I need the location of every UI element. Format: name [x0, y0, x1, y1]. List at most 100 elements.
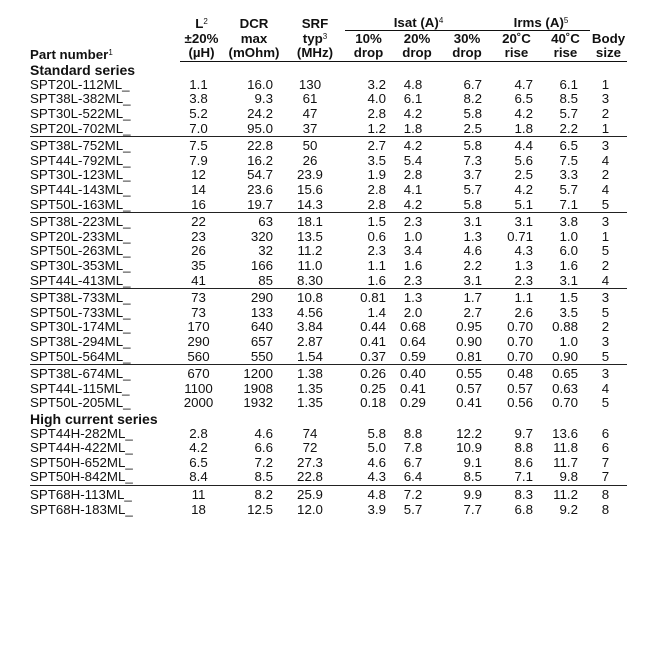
part-number-cell: SPT44L-413ML_ [30, 272, 131, 288]
inductance-cell: 41 [191, 272, 206, 288]
irms-40-cell: 11.2 [541, 484, 590, 503]
isat-30-cell: 6.7 [463, 76, 483, 92]
part-number-cell: SPT38L-223ML_ [30, 212, 180, 230]
isat-30-cell: 0.90 [456, 333, 482, 349]
irms-40-cell: 13.6 [552, 425, 578, 441]
irms-40-cell: 0.70 [552, 395, 578, 411]
isat-20-cell: 7.2 [392, 484, 442, 503]
table-row: SPT50H-652ML_ 6.5 7.2 27.3 4.6 6.7 9.1 8.6 11.7 7 [30, 454, 627, 471]
srf-cell: 37 [302, 120, 318, 136]
irms-40-cell: 11.7 [553, 454, 578, 470]
header-srf-typ: typ3 [302, 31, 328, 47]
isat-20-cell: 8.8 [403, 425, 423, 441]
dcr-cell: 16.2 [247, 152, 273, 168]
part-number-cell: SPT38L-733ML_ [30, 288, 180, 306]
isat-20-cell: 7.8 [403, 440, 423, 456]
dcr-cell: 640 [250, 319, 273, 335]
part-number-cell: SPT44H-422ML_ [30, 440, 133, 456]
isat-30-cell: 10.9 [456, 440, 482, 456]
isat-20-cell: 2.3 [403, 272, 423, 288]
isat-10-cell: 3.5 [367, 152, 387, 168]
inductance-cell: 670 [180, 364, 223, 382]
isat-20-cell: 1.3 [392, 288, 442, 306]
table-row: SPT30L-174ML_ 170 640 3.84 0.44 0.68 0.95 0.70 0… [30, 320, 627, 335]
irms-40-cell: 0.90 [552, 348, 578, 364]
irms-40-cell: 3.1 [559, 272, 579, 288]
header-l-tolerance: ±20% [184, 31, 219, 47]
isat-10-cell: 0.6 [367, 228, 387, 244]
isat-10-cell: 4.8 [345, 484, 392, 503]
srf-cell: 26 [302, 152, 318, 168]
table-row: SPT20L-233ML_ 23 320 13.5 0.6 1.0 1.3 0.71 1.0 1 [30, 228, 627, 245]
irms-40-cell: 6.0 [559, 243, 579, 259]
part-number-cell: SPT38L-294ML_ [30, 333, 131, 349]
inductor-spec-table: Part number1 L2 DCR SRF Isat (A)4 Irms (… [30, 14, 627, 517]
dcr-cell: 32 [258, 243, 273, 259]
header-row-3: (µH) (mOhm) (MHz) drop drop drop rise ri… [30, 45, 627, 63]
irms-20-cell: 0.71 [507, 228, 533, 244]
part-number-cell: SPT50L-263ML_ [30, 243, 131, 259]
isat-20-cell: 1.6 [403, 258, 423, 273]
dcr-cell: 85 [258, 272, 273, 288]
irms-40-cell: 0.65 [541, 364, 590, 382]
isat-10-cell: 5.0 [367, 440, 387, 456]
body-size-cell: 8 [590, 484, 627, 503]
srf-cell: 2.87 [297, 333, 323, 349]
isat-10-cell: 1.2 [367, 120, 387, 136]
dcr-cell: 9.3 [254, 91, 274, 107]
table-row: SPT44L-115ML_ 1100 1908 1.35 0.25 0.41 0.57 0.5… [30, 380, 627, 397]
inductance-cell: 18 [191, 501, 206, 517]
srf-cell: 14.3 [297, 196, 323, 212]
irms-20-cell: 1.1 [492, 288, 541, 306]
isat-20-cell: 6.1 [403, 91, 423, 107]
body-size-cell: 7 [601, 469, 610, 485]
dcr-cell: 16.0 [247, 76, 273, 92]
isat-10-cell: 1.4 [367, 304, 387, 320]
isat-20-cell: 0.29 [400, 395, 426, 411]
inductance-cell: 7.5 [180, 136, 223, 154]
irms-20-cell: 0.70 [507, 348, 533, 364]
inductance-cell: 7.0 [189, 120, 208, 136]
srf-cell: 8.30 [297, 272, 323, 288]
isat-10-cell: 0.26 [345, 364, 392, 382]
inductance-cell: 11 [180, 484, 223, 503]
srf-cell: 47 [302, 106, 318, 122]
isat-10-cell: 1.5 [345, 212, 392, 230]
isat-30-cell: 9.9 [442, 484, 492, 503]
header-isat-20-drop: drop [392, 45, 442, 63]
isat-20-cell: 5.7 [403, 501, 423, 517]
irms-40-cell: 6.1 [559, 76, 579, 92]
srf-cell: 130 [298, 76, 322, 92]
section-header: Standard series [30, 62, 627, 78]
srf-cell: 27.3 [297, 454, 323, 470]
header-row-2: ±20% max typ3 10% 20% 30% 20˚C 40˚C Body [30, 30, 627, 46]
header-body-size: size [590, 45, 627, 63]
dcr-cell: 63 [223, 212, 285, 230]
part-number-cell: SPT30L-174ML_ [30, 319, 131, 335]
dcr-cell: 54.7 [247, 167, 273, 183]
isat-20-cell: 4.2 [403, 196, 423, 212]
irms-20-cell: 2.6 [514, 304, 534, 320]
isat-30-cell: 2.2 [463, 258, 483, 273]
isat-30-cell: 3.1 [463, 272, 483, 288]
body-size-cell: 2 [601, 319, 610, 335]
srf-cell: 50 [285, 136, 345, 154]
isat-20-cell: 6.4 [403, 469, 423, 485]
body-size-cell: 6 [601, 425, 610, 441]
irms-20-cell: 5.1 [514, 196, 534, 212]
part-number-cell: SPT50L-205ML_ [30, 395, 131, 411]
srf-cell: 1.54 [297, 348, 323, 364]
srf-cell: 61 [302, 91, 318, 107]
body-size-cell: 1 [601, 76, 610, 92]
irms-40-cell: 8.5 [559, 91, 579, 107]
header-isat-20: 20% [403, 31, 431, 47]
isat-30-cell: 5.8 [463, 106, 483, 122]
irms-20-cell: 8.6 [514, 454, 534, 470]
isat-20-cell: 1.8 [403, 120, 423, 136]
dcr-cell: 8.2 [223, 484, 285, 503]
irms-20-cell: 2.5 [514, 167, 534, 183]
part-number-cell: SPT38L-674ML_ [30, 364, 180, 382]
part-number-cell: SPT30L-353ML_ [30, 258, 131, 273]
isat-30-cell: 0.57 [456, 380, 482, 396]
irms-20-cell: 4.2 [514, 106, 534, 122]
